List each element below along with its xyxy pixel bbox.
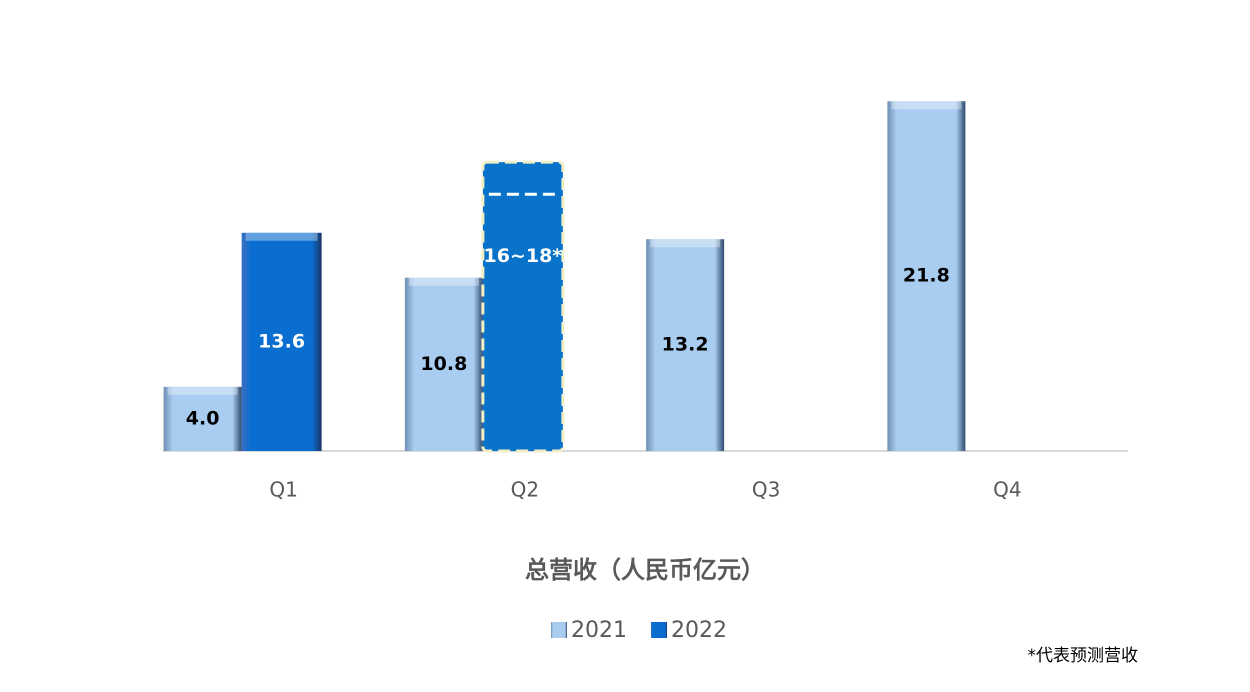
x-tick-label: Q2 bbox=[511, 478, 539, 502]
value-label: 13.6 bbox=[258, 330, 305, 352]
value-label: 10.8 bbox=[420, 353, 467, 375]
x-tick-label: Q1 bbox=[269, 478, 297, 502]
value-label: 4.0 bbox=[186, 407, 220, 429]
value-label: 21.8 bbox=[903, 265, 950, 287]
legend-label: 2022 bbox=[671, 618, 727, 643]
bar-bevel bbox=[245, 232, 318, 241]
x-tick-label: Q4 bbox=[993, 478, 1021, 502]
bar-bevel bbox=[891, 101, 962, 110]
bar bbox=[646, 239, 725, 451]
legend-swatch bbox=[551, 622, 567, 638]
bar bbox=[163, 386, 242, 451]
footnote: *代表预测营收 bbox=[1028, 646, 1139, 666]
bar bbox=[404, 277, 483, 451]
forecast-bar bbox=[481, 160, 565, 453]
x-tick-label: Q3 bbox=[752, 478, 780, 502]
legend-swatch bbox=[651, 622, 667, 638]
legend-label: 2021 bbox=[571, 618, 627, 643]
bar-bevel bbox=[650, 239, 721, 248]
bar-bevel bbox=[408, 277, 479, 286]
value-label: 16~18* bbox=[484, 245, 563, 267]
chart-title: 总营收（人民币亿元） bbox=[525, 556, 765, 584]
bar bbox=[241, 232, 322, 451]
bar bbox=[887, 101, 966, 451]
bar-bevel bbox=[167, 386, 238, 395]
value-label: 13.2 bbox=[662, 334, 709, 356]
